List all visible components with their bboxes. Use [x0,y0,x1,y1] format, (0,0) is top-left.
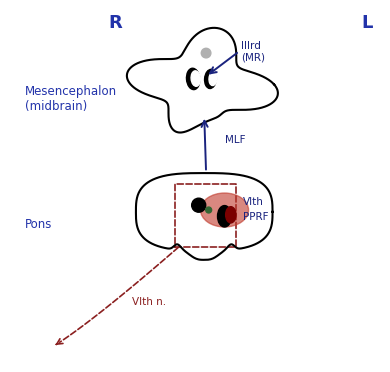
Ellipse shape [209,71,217,86]
Ellipse shape [226,207,236,223]
Text: IIIrd
(MR): IIIrd (MR) [241,41,265,63]
Ellipse shape [218,206,232,227]
Ellipse shape [205,69,216,89]
Ellipse shape [186,68,200,90]
Ellipse shape [191,71,200,86]
Ellipse shape [200,193,248,227]
Text: L: L [361,14,372,32]
Text: PPRF: PPRF [243,212,268,222]
Text: Mesencephalon
(midbrain): Mesencephalon (midbrain) [25,85,117,113]
Circle shape [191,198,206,212]
Text: R: R [109,14,122,32]
Text: Pons: Pons [25,218,53,231]
Circle shape [201,48,211,58]
Circle shape [206,207,212,213]
Text: MLF: MLF [225,135,245,145]
Text: VIth n.: VIth n. [132,297,167,307]
Text: VIth: VIth [243,196,264,206]
